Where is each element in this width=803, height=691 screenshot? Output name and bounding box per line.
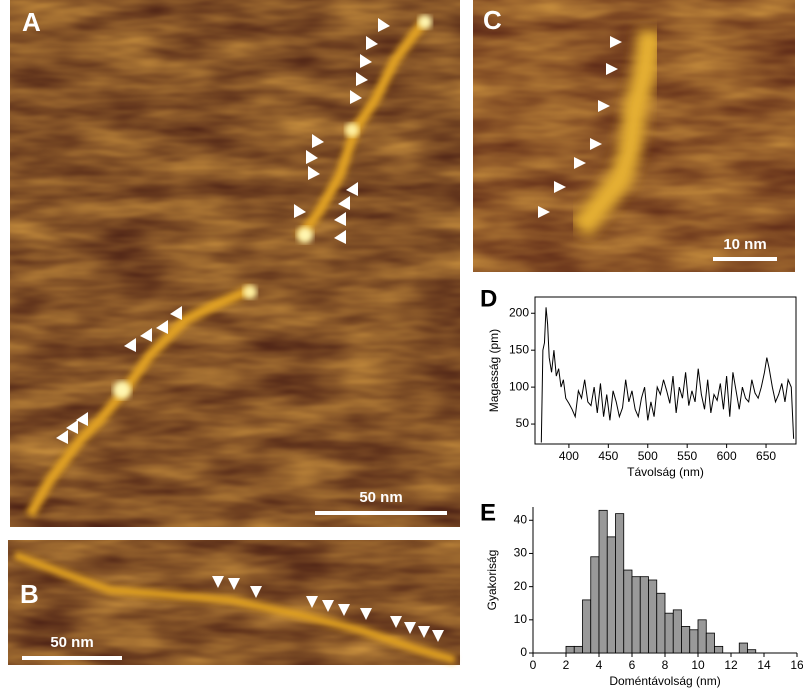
histogram-bar <box>606 536 616 654</box>
histogram-bar <box>648 579 658 654</box>
histogram-bar <box>705 632 715 654</box>
y-tick-label: 40 <box>514 512 528 526</box>
scale-bar <box>713 257 777 261</box>
x-tick-label: 12 <box>724 658 738 672</box>
histogram-bar <box>639 576 649 654</box>
scale-bar <box>22 656 122 660</box>
x-tick-label: 14 <box>757 658 771 672</box>
scale-bar <box>315 511 447 515</box>
histogram-bar <box>672 609 682 654</box>
y-tick-label: 20 <box>514 579 528 593</box>
scale-bar-label: 50 nm <box>50 634 93 651</box>
x-tick-label: 600 <box>717 449 737 463</box>
x-tick-label: 500 <box>638 449 658 463</box>
histogram-bar <box>681 626 691 654</box>
histogram-bar <box>565 645 575 654</box>
y-axis-label: Magasság (pm) <box>487 329 501 412</box>
histogram-bar <box>738 642 748 654</box>
x-axis-label: Távolság (nm) <box>627 465 704 479</box>
histogram-bar <box>697 619 707 654</box>
histogram-bar <box>656 592 666 654</box>
panel-label: B <box>20 579 39 609</box>
histogram-bar <box>590 556 600 654</box>
afm-image-c: C 10 nm <box>473 0 795 272</box>
y-tick-label: 150 <box>509 342 529 356</box>
histogram-bar <box>714 645 724 654</box>
y-tick-label: 50 <box>516 416 530 430</box>
x-tick-label: 16 <box>790 658 803 672</box>
y-axis-label: Gyakoriság <box>485 550 499 611</box>
x-tick-label: 0 <box>530 658 537 672</box>
y-tick-label: 10 <box>514 612 528 626</box>
scale-bar-label: 50 nm <box>359 489 402 506</box>
x-tick-label: 550 <box>677 449 697 463</box>
x-tick-label: 8 <box>662 658 669 672</box>
y-tick-label: 200 <box>509 305 529 319</box>
x-tick-label: 2 <box>563 658 570 672</box>
histogram-bar <box>573 645 583 654</box>
afm-image-a: A 50 nm <box>10 0 460 527</box>
x-tick-label: 10 <box>691 658 705 672</box>
data-line <box>540 307 795 443</box>
afm-image-b: B 50 nm <box>8 540 460 665</box>
panel-label: E <box>480 499 496 526</box>
x-axis-label: Doméntávolság (nm) <box>609 674 720 688</box>
x-tick-label: 650 <box>756 449 776 463</box>
histogram-bar <box>747 649 757 654</box>
histogram-bar <box>615 513 625 654</box>
panel-label: C <box>483 5 502 35</box>
x-tick-label: 450 <box>598 449 618 463</box>
histogram-bar <box>623 569 633 654</box>
histogram-bar <box>582 599 592 654</box>
histogram-bar <box>598 509 608 654</box>
x-tick-label: 400 <box>559 449 579 463</box>
x-tick-label: 6 <box>629 658 636 672</box>
plot-frame <box>534 296 797 445</box>
y-tick-label: 30 <box>514 546 528 560</box>
panel-label: D <box>480 285 497 312</box>
histogram-bar <box>664 612 674 654</box>
histogram-bar <box>689 629 699 654</box>
panel-label: A <box>22 7 41 37</box>
x-tick-label: 4 <box>596 658 603 672</box>
y-tick-label: 0 <box>520 645 527 659</box>
y-tick-label: 100 <box>509 379 529 393</box>
histogram-bar <box>631 576 641 654</box>
scale-bar-label: 10 nm <box>723 236 766 253</box>
